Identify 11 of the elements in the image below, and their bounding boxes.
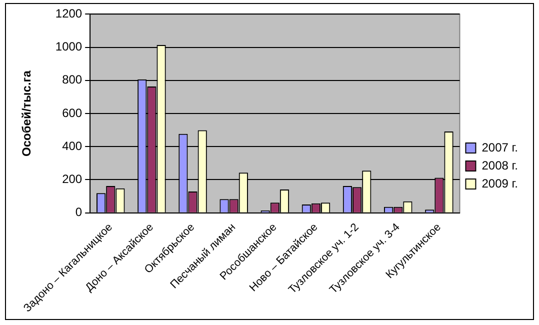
y-tick-label: 1000	[55, 40, 82, 54]
legend-label: 2008 г.	[482, 158, 518, 172]
legend-label: 2007 г.	[482, 140, 518, 154]
y-tick-label: 1200	[55, 6, 82, 21]
y-tick-label: 600	[62, 106, 82, 120]
y-axis-title: Особей/тыс.га	[20, 70, 34, 156]
y-tick-label: 200	[62, 172, 82, 186]
y-tick-label: 800	[62, 72, 82, 87]
y-tick-label: 400	[62, 138, 82, 153]
legend-label: 2009 г.	[482, 176, 518, 190]
y-tick-label: 0	[75, 205, 82, 220]
